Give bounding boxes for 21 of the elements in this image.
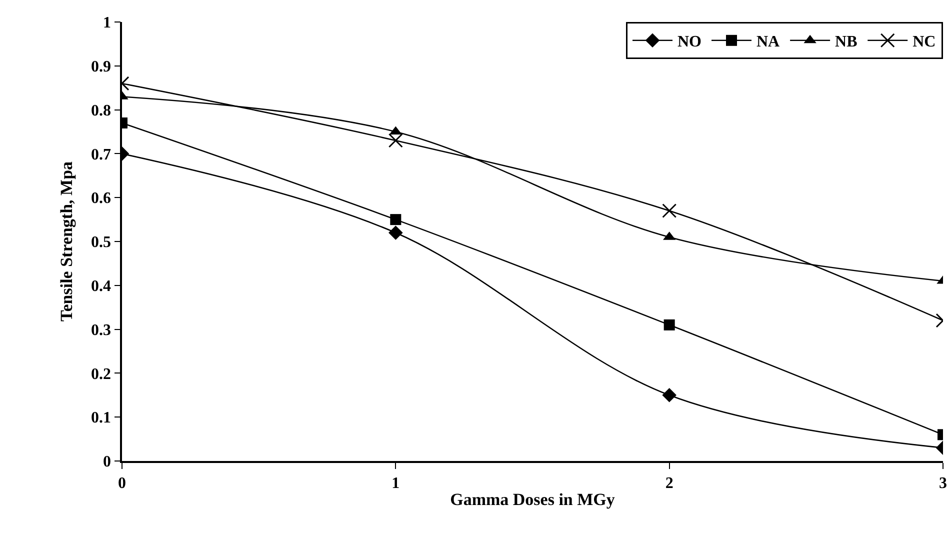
legend-label: NC (912, 34, 936, 51)
legend-label: NO (678, 34, 702, 51)
y-tick-label: 0.6 (91, 190, 112, 208)
x-tick-label: 2 (665, 474, 674, 492)
legend-label: NA (756, 34, 780, 51)
y-tick-label: 1 (103, 14, 112, 32)
y-tick-label: 0.2 (91, 366, 112, 383)
y-tick-label: 0.8 (91, 102, 112, 120)
x-tick-label: 1 (392, 474, 400, 492)
y-tick-label: 0.3 (91, 322, 112, 339)
x-tick-label: 0 (118, 474, 126, 492)
y-axis-title: Tensile Strength, Mpa (57, 160, 76, 322)
y-tick-label: 0.9 (91, 58, 112, 76)
y-tick-label: 0 (103, 454, 112, 471)
y-tick-label: 0.7 (91, 146, 112, 164)
x-tick-label: 3 (939, 474, 947, 492)
y-tick-label: 0.4 (91, 278, 112, 295)
y-tick-label: 0.5 (91, 234, 112, 252)
y-tick-label: 0.1 (91, 410, 112, 427)
x-axis-title: Gamma Doses in MGy (450, 490, 616, 509)
legend-label: NB (835, 34, 858, 51)
